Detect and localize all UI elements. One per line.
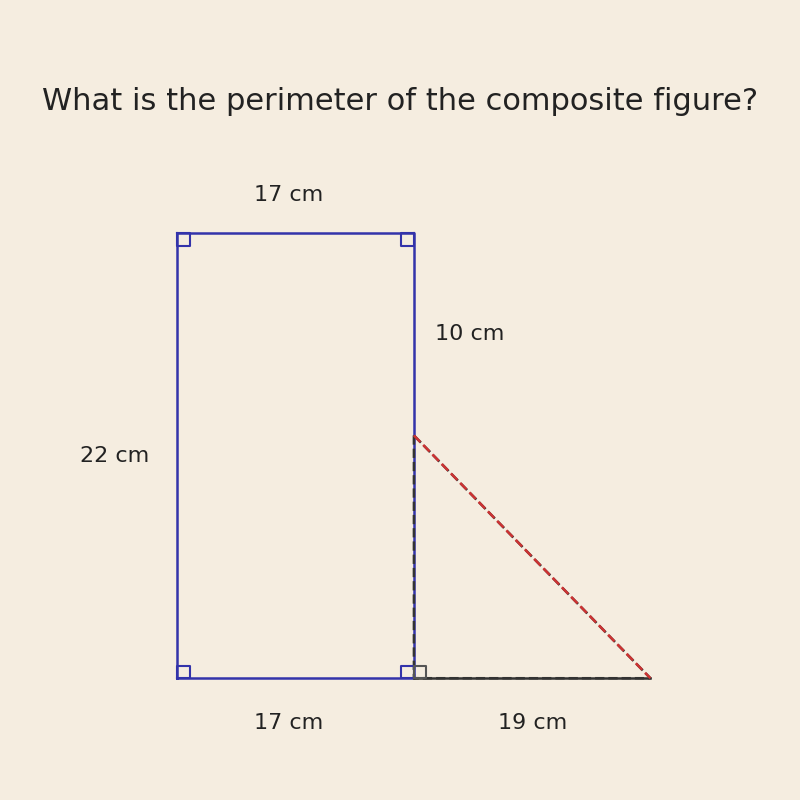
Text: 22 cm: 22 cm (80, 446, 150, 466)
Text: What is the perimeter of the composite figure?: What is the perimeter of the composite f… (42, 87, 758, 116)
Text: 17 cm: 17 cm (254, 186, 323, 206)
Text: 19 cm: 19 cm (498, 713, 566, 733)
Text: 17 cm: 17 cm (254, 713, 323, 733)
Text: 10 cm: 10 cm (434, 324, 504, 344)
